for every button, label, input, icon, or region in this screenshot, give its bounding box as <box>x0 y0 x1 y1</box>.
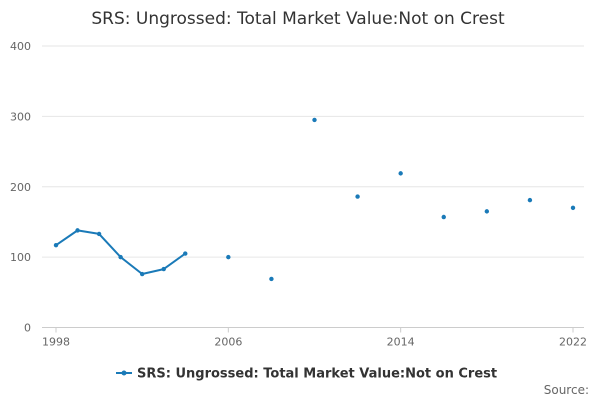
y-axis-ticks: 0 100 200 300 400 <box>10 40 31 335</box>
data-point[interactable] <box>398 171 403 176</box>
y-tick-label: 0 <box>24 322 31 335</box>
x-tick-label: 2014 <box>387 336 415 349</box>
y-tick-label: 200 <box>10 181 31 194</box>
x-tick-label: 2006 <box>214 336 242 349</box>
y-tick-label: 100 <box>10 251 31 264</box>
data-point[interactable] <box>96 231 102 237</box>
data-point[interactable] <box>75 228 80 233</box>
data-point[interactable] <box>183 251 188 256</box>
data-point[interactable] <box>269 276 274 282</box>
y-tick-label: 400 <box>10 40 31 53</box>
data-point[interactable] <box>484 209 490 214</box>
legend-label: SRS: Ungrossed: Total Market Value:Not o… <box>137 367 497 382</box>
x-tick-label: 2022 <box>559 336 587 349</box>
chart-title: SRS: Ungrossed: Total Market Value:Not o… <box>91 9 505 29</box>
gridlines <box>42 45 584 258</box>
data-point[interactable] <box>527 197 533 203</box>
series-group <box>53 117 576 282</box>
data-point[interactable] <box>441 214 446 220</box>
data-point[interactable] <box>226 254 231 260</box>
data-point[interactable] <box>53 242 59 248</box>
y-tick-label: 300 <box>10 110 31 123</box>
data-point[interactable] <box>139 271 145 277</box>
x-axis-ticks: 1998 2006 2014 2022 <box>42 327 587 349</box>
x-tick-label: 1998 <box>42 336 70 349</box>
legend[interactable]: SRS: Ungrossed: Total Market Value:Not o… <box>116 367 497 382</box>
legend-dot-marker <box>121 370 127 376</box>
data-point[interactable] <box>312 117 317 123</box>
data-point[interactable] <box>570 205 576 211</box>
series-line <box>55 229 187 276</box>
data-point[interactable] <box>161 266 166 272</box>
data-point[interactable] <box>118 254 123 260</box>
data-point[interactable] <box>355 194 360 199</box>
source-label: Source: <box>544 383 589 397</box>
